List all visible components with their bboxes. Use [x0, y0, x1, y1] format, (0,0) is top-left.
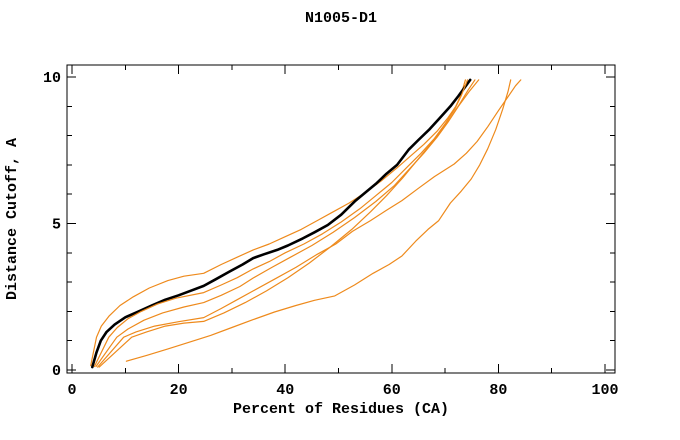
curve-model-orange-3	[95, 79, 480, 368]
x-tick-label: 0	[67, 382, 76, 399]
curve-model-orange-2	[93, 79, 469, 368]
x-tick-label: 100	[591, 382, 618, 399]
y-tick-label: 0	[52, 363, 61, 380]
curve-model-orange-1	[90, 79, 466, 367]
y-tick-label: 10	[43, 70, 61, 87]
x-tick-label: 40	[276, 382, 294, 399]
y-tick-label: 5	[52, 217, 61, 234]
axis-tick-labels: 0 20 40 60 80 100 0 5 10	[43, 70, 619, 399]
y-axis-label: Distance Cutoff, A	[4, 138, 21, 300]
curve-model-orange-6	[125, 79, 512, 362]
plot-frame	[66, 64, 616, 374]
curve-model-orange-4	[96, 79, 522, 368]
axis-ticks	[67, 65, 615, 373]
curve-model-highlighted	[91, 78, 472, 369]
x-tick-label: 20	[170, 382, 188, 399]
curve-model-orange-5	[98, 79, 476, 368]
x-tick-label: 80	[489, 382, 507, 399]
x-tick-label: 60	[383, 382, 401, 399]
chart-title: N1005-D1	[305, 10, 377, 27]
data-series	[90, 78, 522, 369]
x-axis-label: Percent of Residues (CA)	[233, 401, 449, 418]
